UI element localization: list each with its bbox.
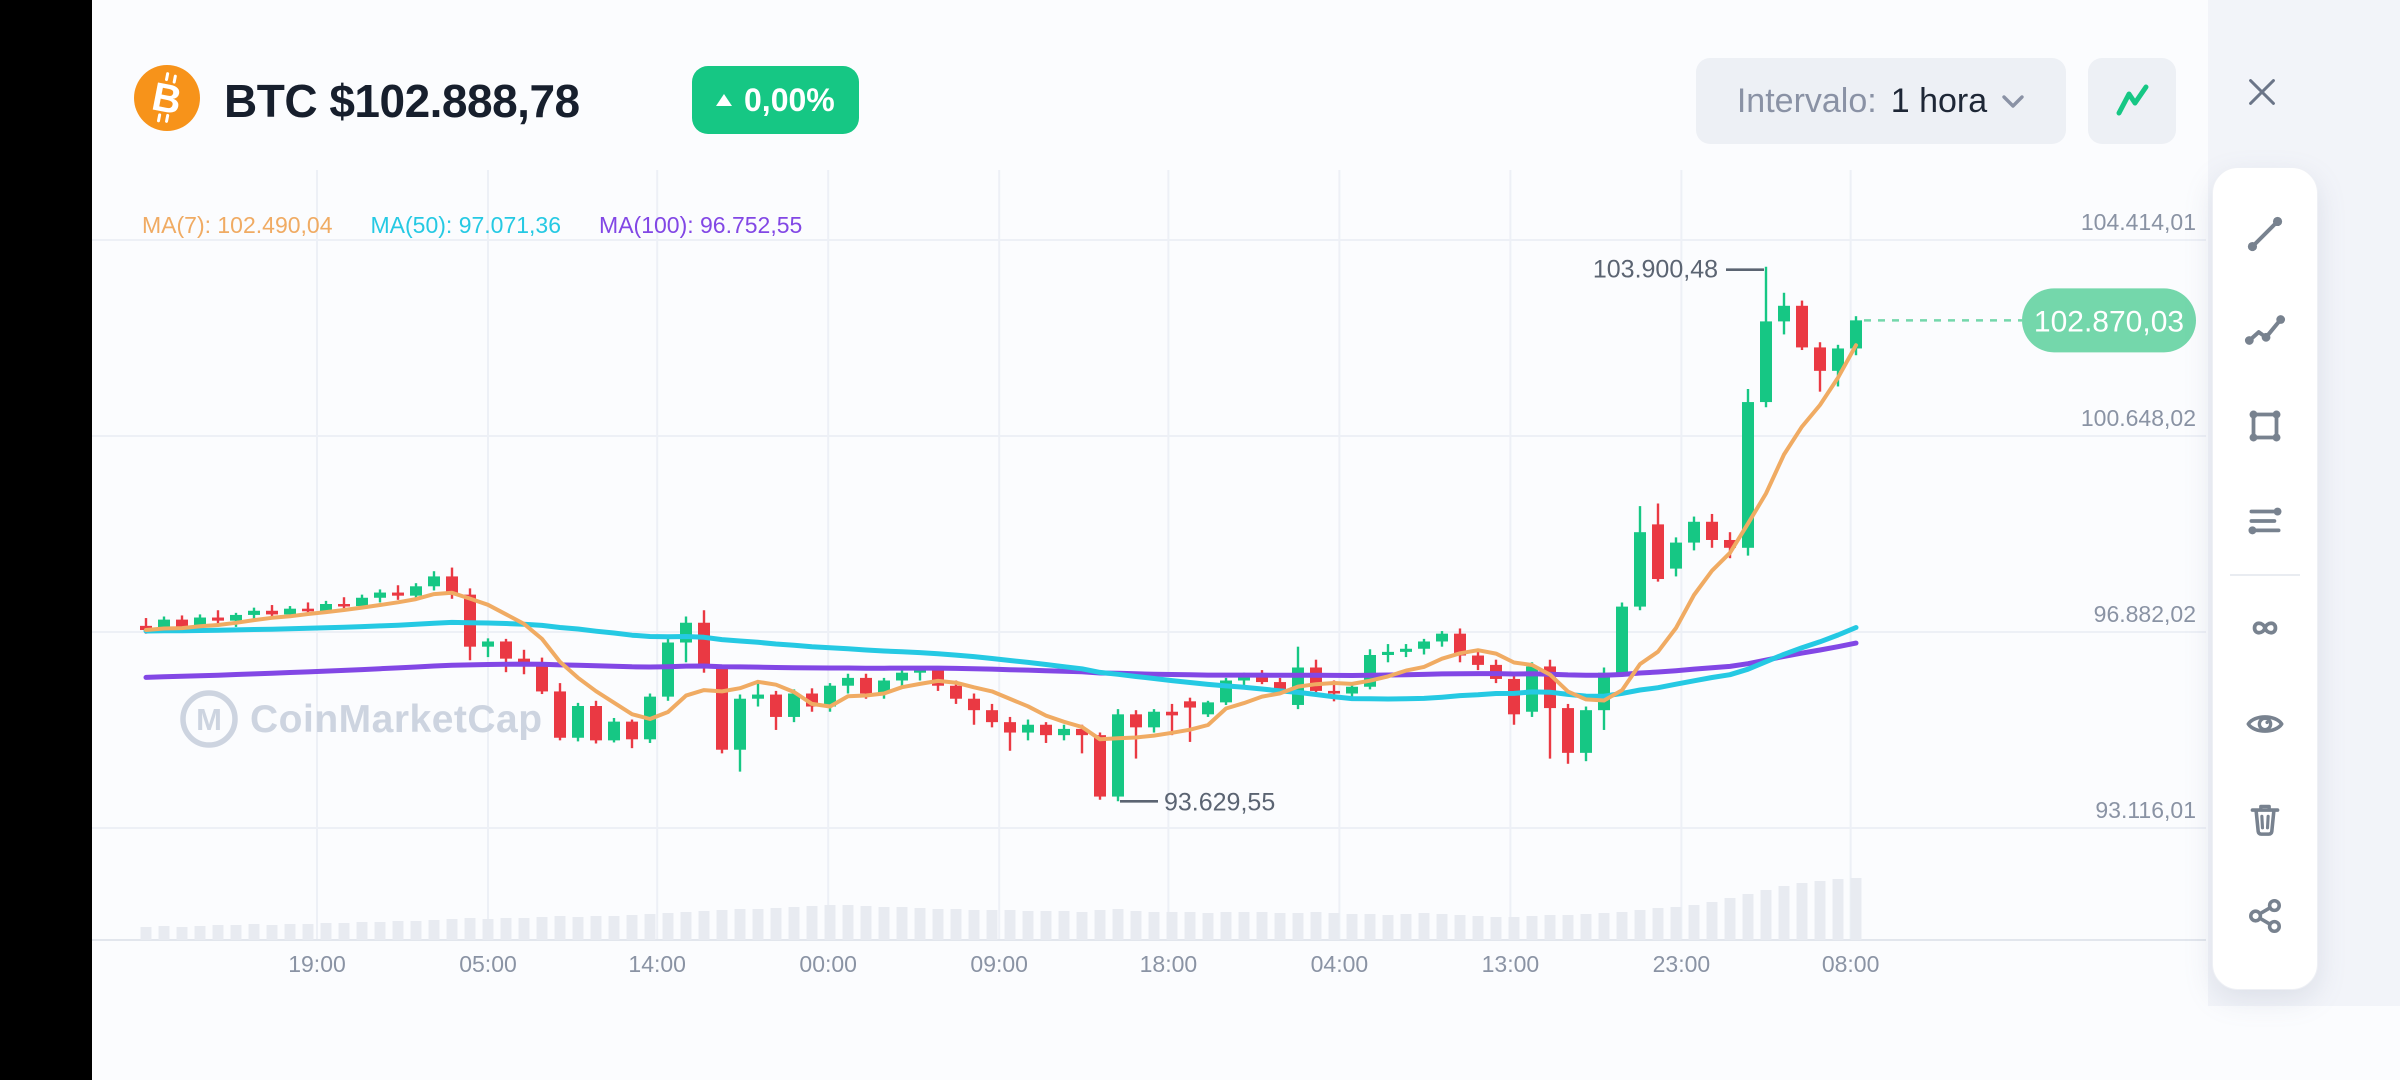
chart-type-button[interactable]: [2088, 58, 2176, 144]
eye-icon: [2246, 715, 2284, 733]
candles: [140, 266, 1862, 802]
trash-icon: [2250, 804, 2280, 836]
svg-text:09:00: 09:00: [970, 951, 1028, 977]
current-price-pill: [2022, 288, 2196, 353]
svg-text:93.116,01: 93.116,01: [2095, 797, 2196, 823]
rectangle-tool[interactable]: [2213, 378, 2317, 474]
interval-label: Intervalo:: [1736, 81, 1877, 120]
axis-labels: 104.414,01 100.648,02 96.882,02 93.116,01 19…: [288, 209, 2196, 977]
svg-text:18:00: 18:00: [1140, 951, 1198, 977]
chevron-down-icon: [2002, 94, 2024, 108]
close-button[interactable]: [2238, 68, 2286, 116]
page-title: BTC $102.888,78: [224, 75, 580, 127]
svg-text:104.414,01: 104.414,01: [2081, 209, 2196, 235]
gridlines: [92, 170, 2206, 941]
ma-legend: MA(7): 102.490,04 MA(50): 97.071,36 MA(1…: [142, 212, 802, 239]
svg-text:13:00: 13:00: [1482, 951, 1540, 977]
share-tool[interactable]: [2213, 868, 2317, 964]
polyline-icon: [2244, 315, 2286, 345]
polyline-tool[interactable]: [2213, 282, 2317, 378]
svg-text:93.629,55: 93.629,55: [1164, 788, 1275, 816]
svg-text:102.870,03: 102.870,03: [2034, 305, 2184, 338]
infinity-tool[interactable]: [2213, 580, 2317, 676]
svg-text:23:00: 23:00: [1653, 951, 1711, 977]
ma-lines: [143, 343, 1859, 742]
volume-bars: [140, 878, 1862, 940]
svg-text:08:00: 08:00: [1822, 951, 1880, 977]
arrow-up-icon: [716, 94, 732, 106]
svg-text:96.882,02: 96.882,02: [2094, 601, 2196, 627]
parallel-lines-tool[interactable]: [2213, 474, 2317, 570]
trend-line-tool[interactable]: [2213, 186, 2317, 282]
svg-text:00:00: 00:00: [799, 951, 857, 977]
visibility-tool[interactable]: [2213, 676, 2317, 772]
change-badge: 0,00%: [692, 66, 859, 134]
interval-value: 1 hora: [1890, 81, 1988, 120]
svg-text:04:00: 04:00: [1311, 951, 1369, 977]
drawing-toolbar: [2212, 167, 2318, 990]
svg-text:05:00: 05:00: [459, 951, 517, 977]
bitcoin-icon: B: [134, 65, 200, 131]
svg-text:100.648,02: 100.648,02: [2081, 405, 2196, 431]
toolbar-divider: [2230, 574, 2300, 576]
svg-text:14:00: 14:00: [628, 951, 686, 977]
rectangle-icon: [2249, 410, 2281, 442]
share-icon: [2249, 898, 2281, 934]
left-black-strip: [0, 0, 92, 1080]
close-icon: [2249, 79, 2275, 105]
ma7-label: MA(7): 102.490,04: [142, 212, 333, 238]
parallel-lines-icon: [2248, 507, 2282, 535]
line-chart-icon: [2116, 84, 2149, 116]
change-badge-value: 0,00%: [744, 81, 835, 118]
delete-tool[interactable]: [2213, 772, 2317, 868]
ma100-label: MA(100): 96.752,55: [599, 212, 803, 238]
infinity-icon: [2252, 621, 2278, 635]
ma50-label: MA(50): 97.071,36: [370, 212, 562, 238]
svg-text:19:00: 19:00: [288, 951, 346, 977]
annotations: 103.900,48 93.629,55 102.870,03: [1120, 256, 2196, 816]
interval-dropdown[interactable]: Intervalo: 1 hora: [1696, 58, 2066, 144]
svg-text:103.900,48: 103.900,48: [1593, 256, 1718, 284]
trend-line-icon: [2247, 216, 2283, 252]
